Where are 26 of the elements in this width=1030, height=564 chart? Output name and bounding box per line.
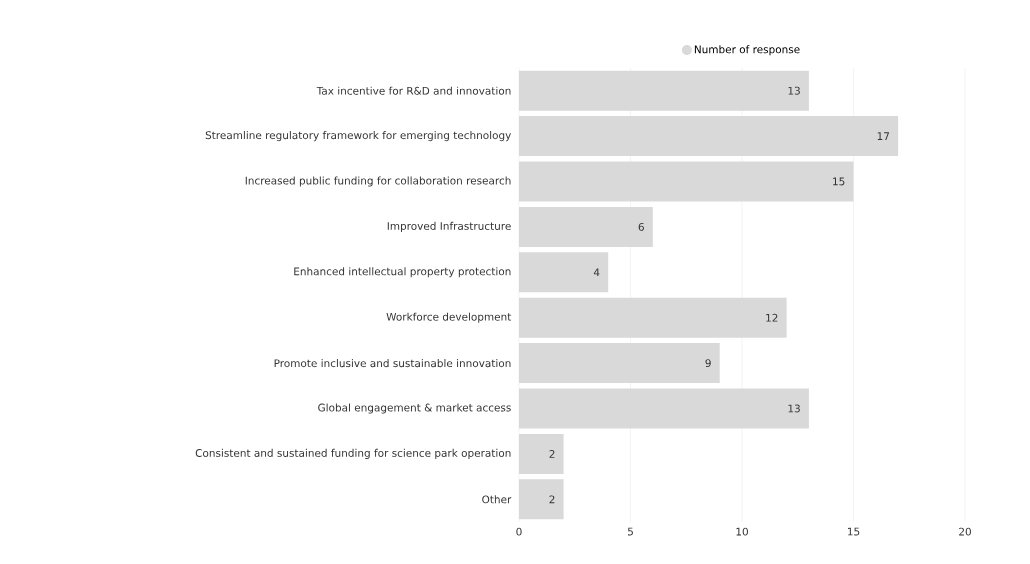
y-tick-label: Promote inclusive and sustainable innovation <box>274 359 511 368</box>
y-tick-label: Global engagement & market access <box>318 403 511 414</box>
data-label: 13 <box>788 404 800 413</box>
y-tick-label: Increased public funding for collaboration research <box>245 176 511 187</box>
x-tick-label: 10 <box>736 527 748 536</box>
data-label: 13 <box>788 86 800 95</box>
data-label: 15 <box>833 177 845 186</box>
data-label: 2 <box>549 450 555 458</box>
y-tick-label: Improved Infrastructure <box>387 221 511 232</box>
data-label: 12 <box>766 313 778 322</box>
y-tick-label: Enhanced intellectual property protection <box>294 267 511 278</box>
data-label: 4 <box>593 268 600 277</box>
y-tick-label: Workforce development <box>386 312 512 323</box>
y-tick-label: Streamline regulatory framework for emerging technology <box>205 131 512 142</box>
data-label: 6 <box>638 222 644 231</box>
data-label: 17 <box>877 132 889 140</box>
legend-label: Number of response <box>694 45 800 56</box>
y-tick-label: Other <box>482 495 512 504</box>
y-tick-label: Tax incentive for R&D and innovation <box>316 86 511 95</box>
data-label: 9 <box>705 359 711 368</box>
x-tick-label: 5 <box>627 527 633 536</box>
x-tick-label: 20 <box>959 527 971 536</box>
data-label: 2 <box>549 495 555 504</box>
y-tick-label: Consistent and sustained funding for science park operation <box>195 448 511 459</box>
x-tick-label: 15 <box>847 527 860 536</box>
x-tick-label: 0 <box>516 527 522 536</box>
